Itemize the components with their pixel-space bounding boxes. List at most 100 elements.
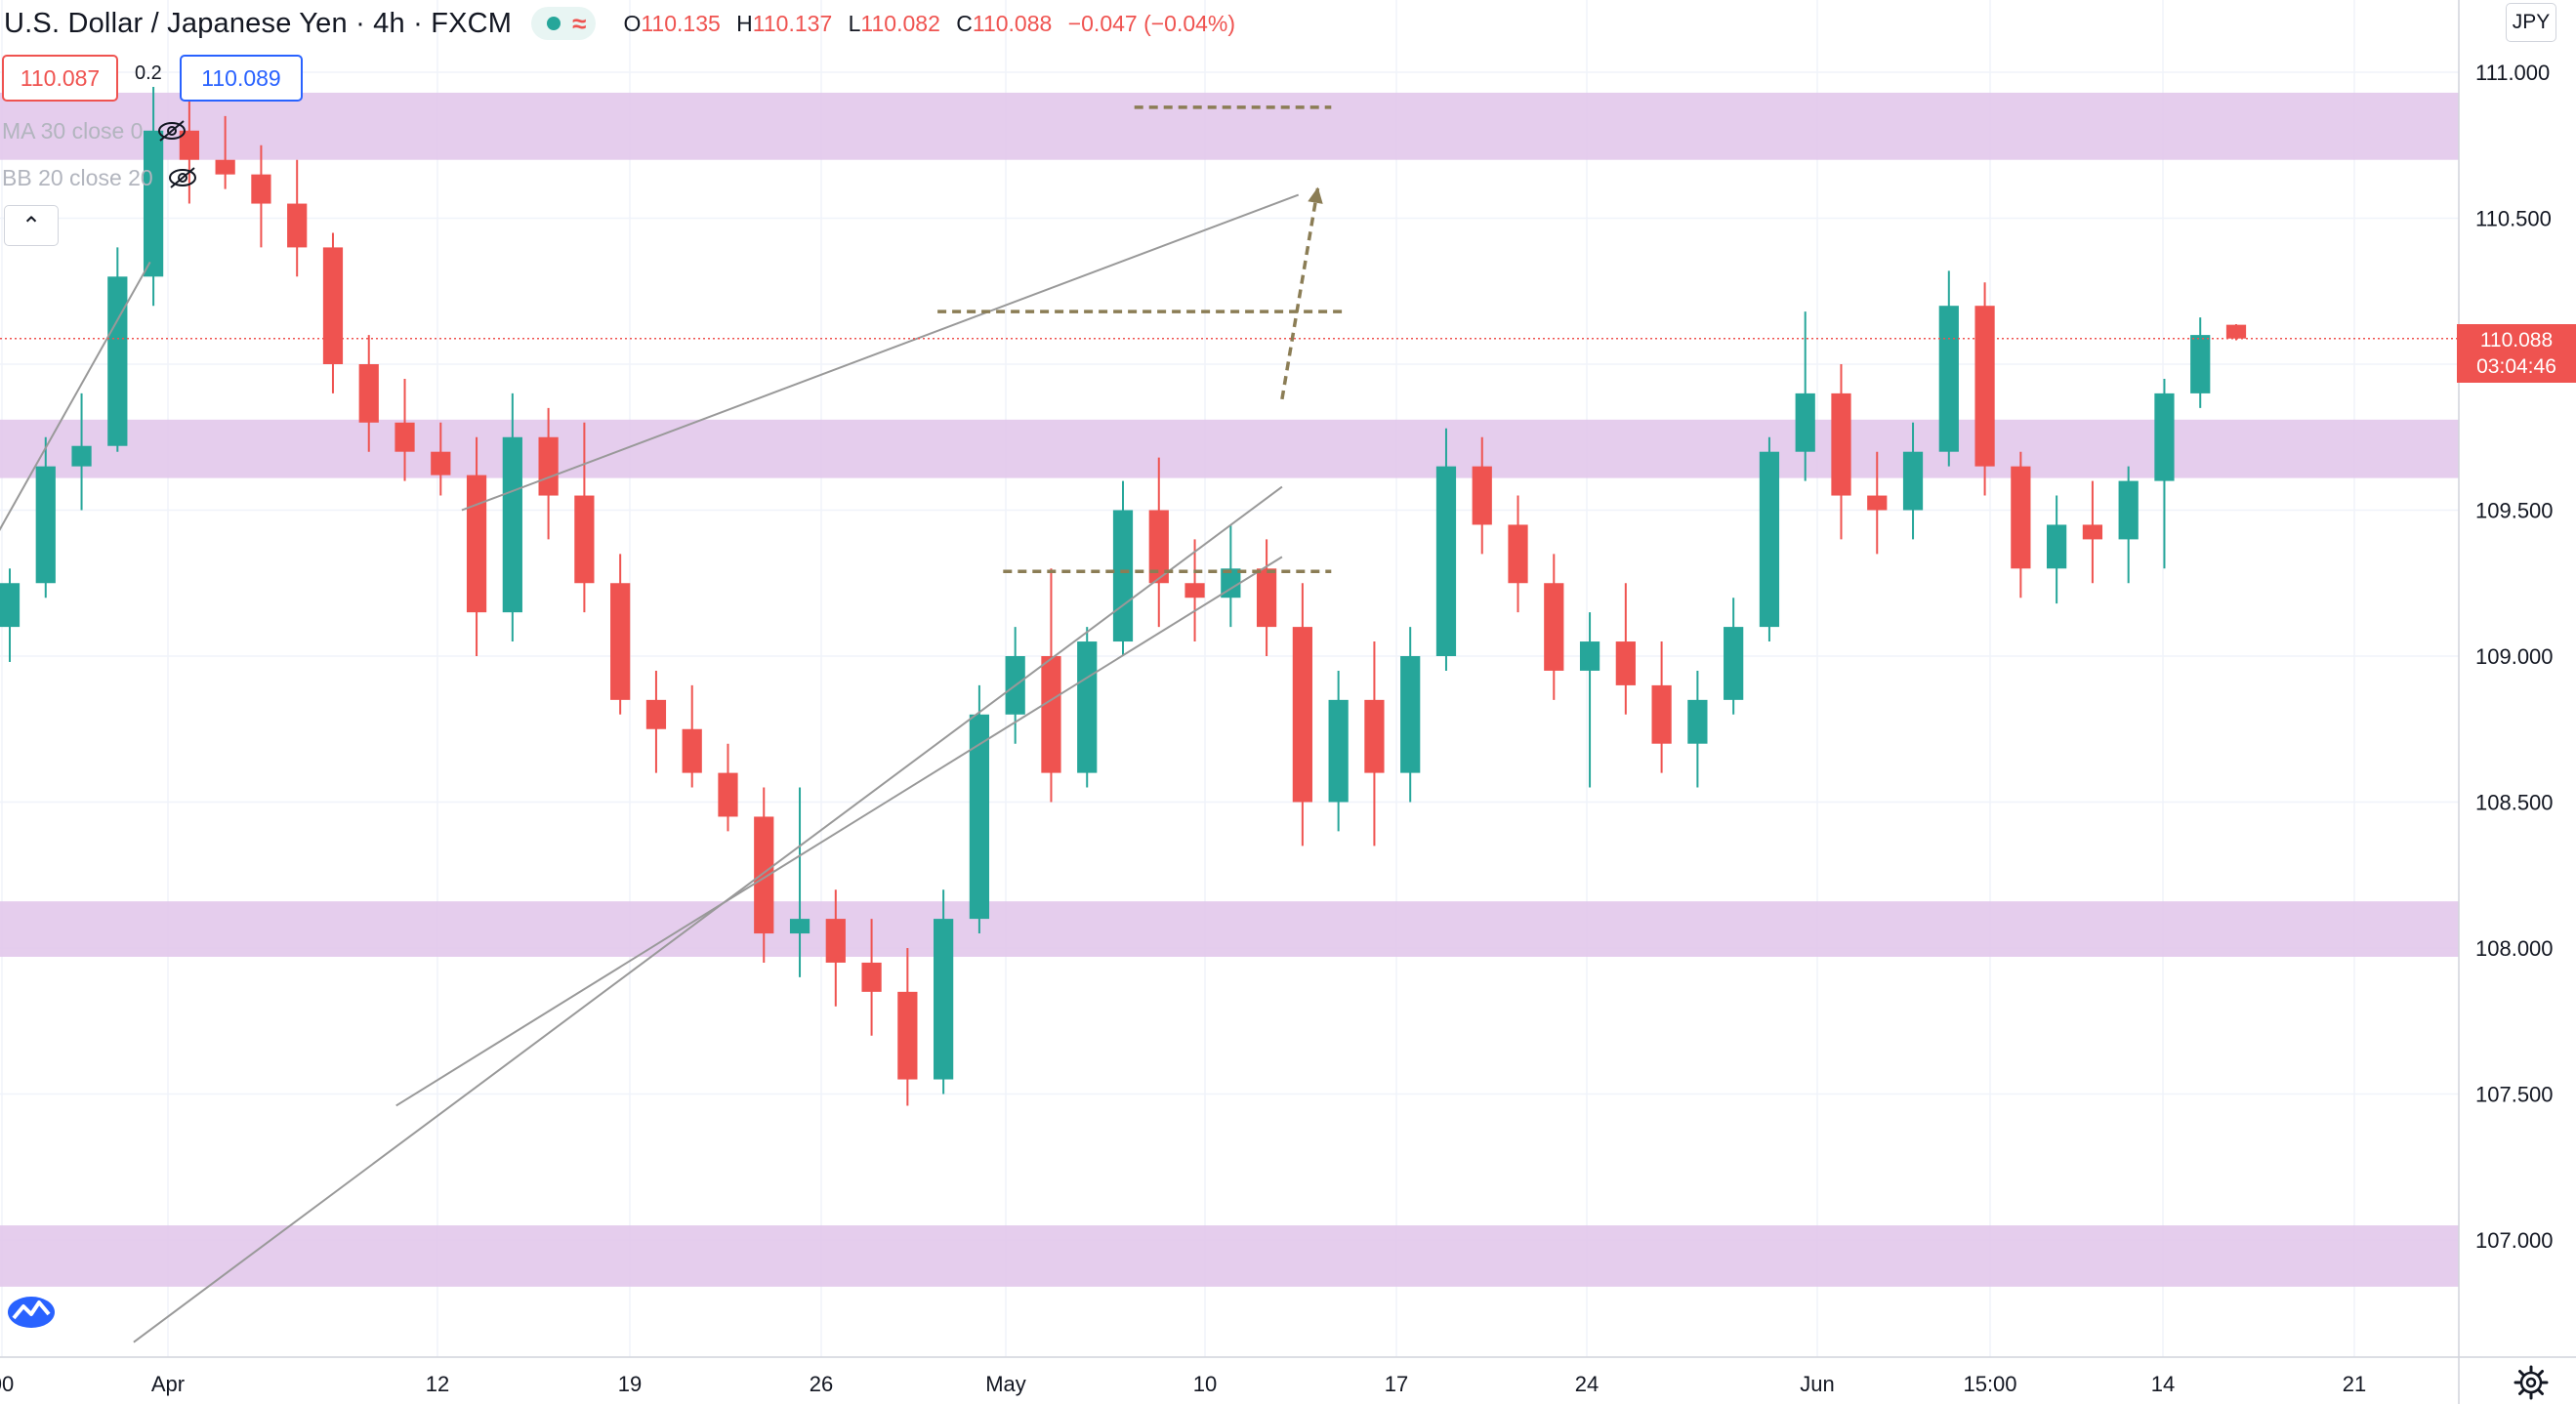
- candle-body: [2190, 335, 2211, 393]
- y-tick-label: 107.000: [2475, 1228, 2554, 1253]
- candle-body: [1256, 568, 1277, 628]
- x-tick-label: 15:00: [1963, 1372, 2016, 1396]
- candle-body: [2082, 524, 2103, 540]
- y-tick-label: 107.500: [2475, 1083, 2554, 1107]
- ohlc-readout: O110.135 H110.137 L110.082 C110.088 −0.0…: [623, 10, 1236, 36]
- candle-body: [861, 962, 882, 992]
- x-tick-label: 10: [1193, 1372, 1217, 1396]
- chart-header: U.S. Dollar / Japanese Yen · 4h · FXCM ≈…: [0, 0, 1245, 47]
- x-tick-label: 00: [0, 1372, 14, 1396]
- x-tick-label: 26: [810, 1372, 833, 1396]
- trendline-3: [133, 485, 1283, 1343]
- candle-body: [1508, 524, 1528, 584]
- open-value: 110.135: [641, 10, 721, 36]
- data-delay-icon: ≈: [572, 9, 587, 38]
- eye-off-icon[interactable]: [156, 119, 187, 143]
- projection-arrow: [1280, 186, 1320, 400]
- sr-zone-0: [0, 92, 2459, 160]
- candle-body: [1902, 451, 1924, 511]
- y-tick-label: 110.500: [2475, 207, 2552, 231]
- y-tick-label: 109.500: [2475, 499, 2554, 523]
- candle-body: [1724, 627, 1744, 700]
- currency-button[interactable]: JPY: [2506, 3, 2556, 42]
- candle-body: [466, 475, 487, 613]
- candle-body: [143, 130, 164, 277]
- candle-body: [1579, 641, 1600, 671]
- close-value: 110.088: [972, 10, 1053, 36]
- candle-body: [322, 247, 344, 364]
- candle-body: [897, 991, 918, 1080]
- candle-body: [1615, 641, 1636, 685]
- trendline-1: [461, 193, 1300, 512]
- sr-zone-3: [0, 1225, 2459, 1287]
- x-tick-label: 19: [618, 1372, 642, 1396]
- candle-body: [1184, 583, 1205, 599]
- indicator-bb[interactable]: BB 20 close 20: [2, 158, 198, 197]
- symbol-title[interactable]: U.S. Dollar / Japanese Yen · 4h · FXCM: [4, 7, 513, 39]
- candle-body: [2047, 524, 2067, 569]
- x-tick-label: 17: [1385, 1372, 1408, 1396]
- candle-body: [825, 919, 846, 963]
- candle-body: [610, 583, 631, 700]
- candle-body: [251, 174, 271, 204]
- candle-body: [1938, 306, 1959, 452]
- market-status-pill[interactable]: ≈: [531, 7, 597, 40]
- bar-countdown: 03:04:46: [2476, 355, 2556, 378]
- y-tick-label: 108.000: [2475, 936, 2554, 961]
- trendline-2: [395, 556, 1283, 1107]
- y-tick-label: 109.000: [2475, 644, 2554, 669]
- candle-body: [0, 583, 21, 628]
- indicator-ma-label: MA 30 close 0: [2, 117, 144, 144]
- candle-body: [1472, 466, 1492, 525]
- eye-off-icon[interactable]: [167, 166, 198, 189]
- candle-body: [1112, 510, 1134, 642]
- candle-body: [1364, 699, 1385, 773]
- candle-body: [1759, 451, 1780, 628]
- candle-body: [789, 919, 810, 934]
- market-open-icon: [547, 17, 561, 30]
- candle-body: [718, 772, 738, 817]
- change-value: −0.047 (−0.04%): [1067, 10, 1236, 36]
- candle-body: [1292, 627, 1312, 803]
- candle-body: [179, 130, 199, 160]
- candle-body: [2118, 480, 2139, 540]
- candle-body: [1974, 306, 1995, 467]
- trendline-0: [0, 261, 151, 531]
- candle-body: [1041, 656, 1061, 773]
- chevron-up-icon: ⌃: [21, 212, 42, 239]
- indicator-ma[interactable]: MA 30 close 0: [2, 111, 187, 150]
- candle-body: [1435, 466, 1457, 656]
- x-tick-label: 12: [426, 1372, 449, 1396]
- candle-body: [934, 919, 954, 1080]
- candle-body: [1651, 684, 1672, 744]
- candle-body: [1795, 392, 1815, 452]
- candle-body: [358, 364, 379, 423]
- candle-body: [1400, 656, 1421, 773]
- candle-body: [1831, 392, 1851, 496]
- candle-body: [969, 714, 990, 920]
- candle-body: [1687, 699, 1708, 744]
- candle-body: [1867, 495, 1888, 511]
- tradingview-logo-icon[interactable]: [6, 1291, 57, 1330]
- x-tick-label: 24: [1575, 1372, 1599, 1396]
- x-tick-label: May: [985, 1372, 1026, 1396]
- y-tick-label: 111.000: [2475, 61, 2550, 85]
- buy-price-button[interactable]: 110.089: [180, 55, 303, 102]
- candle-body: [645, 699, 667, 729]
- candle-body: [215, 159, 235, 175]
- last-price-tag: 110.088 03:04:46: [2457, 324, 2576, 383]
- sell-price-button[interactable]: 110.087: [2, 55, 118, 102]
- candle-body: [1148, 510, 1169, 584]
- gear-icon[interactable]: [2514, 1365, 2549, 1400]
- high-value: 110.137: [752, 10, 833, 36]
- candle-body: [107, 276, 128, 446]
- collapse-indicators-button[interactable]: ⌃: [4, 205, 59, 246]
- indicator-bb-label: BB 20 close 20: [2, 164, 153, 190]
- low-value: 110.082: [860, 10, 940, 36]
- candle-body: [2011, 466, 2031, 569]
- candle-body: [502, 436, 522, 613]
- x-tick-label: 21: [2343, 1372, 2366, 1396]
- candle-body: [287, 203, 308, 248]
- candle-body: [538, 436, 559, 496]
